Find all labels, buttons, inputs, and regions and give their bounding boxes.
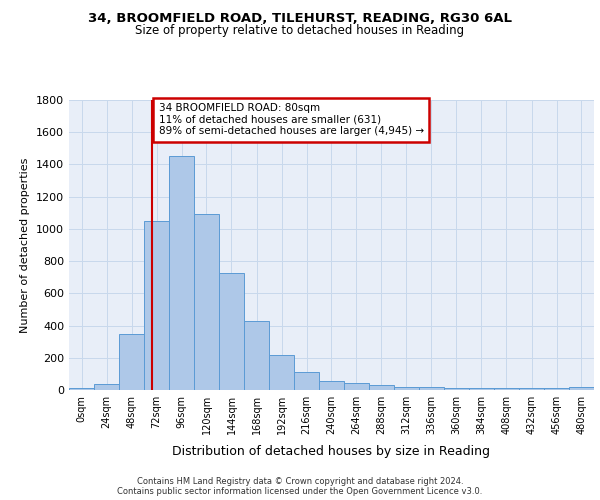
Bar [69,388,94,390]
Y-axis label: Number of detached properties: Number of detached properties [20,158,31,332]
Text: 34 BROOMFIELD ROAD: 80sqm
11% of detached houses are smaller (631)
89% of semi-d: 34 BROOMFIELD ROAD: 80sqm 11% of detache… [158,103,424,136]
Bar [419,387,444,390]
Bar [569,387,594,390]
Text: 34, BROOMFIELD ROAD, TILEHURST, READING, RG30 6AL: 34, BROOMFIELD ROAD, TILEHURST, READING,… [88,12,512,26]
Bar [194,214,219,390]
X-axis label: Distribution of detached houses by size in Reading: Distribution of detached houses by size … [173,445,491,458]
Bar [469,388,494,390]
Bar [219,273,244,390]
Bar [544,388,569,390]
Bar [344,383,369,390]
Bar [244,320,269,390]
Bar [319,381,344,390]
Bar [119,334,144,390]
Bar [294,372,319,390]
Text: Contains HM Land Registry data © Crown copyright and database right 2024.
Contai: Contains HM Land Registry data © Crown c… [118,476,482,496]
Bar [144,221,169,390]
Bar [369,385,394,390]
Bar [169,156,194,390]
Bar [444,388,469,390]
Bar [269,354,294,390]
Bar [94,384,119,390]
Bar [394,387,419,390]
Text: Size of property relative to detached houses in Reading: Size of property relative to detached ho… [136,24,464,37]
Bar [519,388,544,390]
Bar [494,388,519,390]
